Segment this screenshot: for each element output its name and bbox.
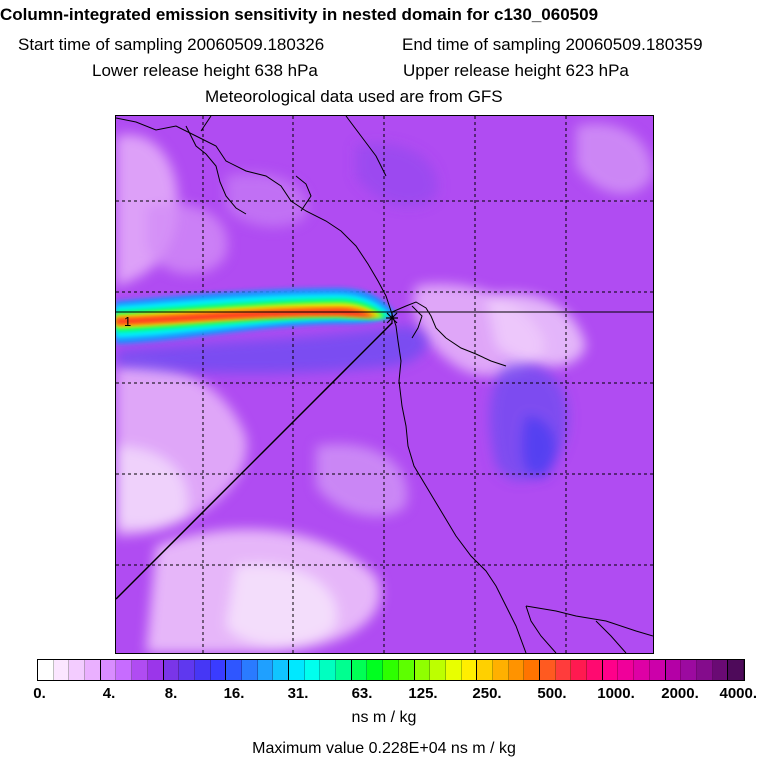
colorbar-segment bbox=[681, 660, 697, 680]
colorbar-segment bbox=[461, 660, 478, 680]
plume bbox=[116, 288, 396, 344]
colorbar-segment bbox=[587, 660, 603, 680]
colorbar-segment bbox=[540, 660, 556, 680]
colorbar-segment bbox=[430, 660, 446, 680]
figure-title: Column-integrated emission sensitivity i… bbox=[0, 5, 599, 24]
plume-marker-label: 1 bbox=[124, 314, 131, 329]
colorbar-segment bbox=[555, 660, 572, 680]
colorbar-segment bbox=[524, 660, 540, 680]
colorbar-segment bbox=[351, 660, 368, 680]
lower-release-label: Lower release height 638 hPa bbox=[92, 61, 318, 80]
colorbar-segment bbox=[492, 660, 509, 680]
colorbar-segment bbox=[445, 660, 462, 680]
colorbar-segment bbox=[477, 660, 493, 680]
coastlines bbox=[116, 116, 653, 653]
colorbar-segment bbox=[85, 660, 101, 680]
colorbar-segment bbox=[712, 660, 729, 680]
colorbar-segment bbox=[241, 660, 258, 680]
colorbar-segment bbox=[257, 660, 274, 680]
colorbar-tick-label: 500. bbox=[537, 685, 567, 702]
colorbar-segment bbox=[696, 660, 713, 680]
colorbar-segment bbox=[634, 660, 650, 680]
colorbar-tick-label: 4000. bbox=[719, 685, 758, 702]
colorbar-segment bbox=[571, 660, 588, 680]
colorbar-segment bbox=[398, 660, 415, 680]
colorbar-segment bbox=[383, 660, 399, 680]
colorbar-segment bbox=[304, 660, 321, 680]
colorbar-segment bbox=[602, 660, 619, 680]
maximum-value-label: Maximum value 0.228E+04 ns m / kg bbox=[252, 740, 516, 757]
colorbar-segment bbox=[69, 660, 86, 680]
colorbar-segment bbox=[226, 660, 242, 680]
sensitivity-map: 1 bbox=[115, 115, 654, 654]
colorbar-segment bbox=[273, 660, 289, 680]
colorbar-segment bbox=[163, 660, 180, 680]
colorbar-segment bbox=[132, 660, 148, 680]
release-point-icon bbox=[386, 312, 398, 324]
colorbar-segment bbox=[508, 660, 525, 680]
colorbar-tick-label: 4. bbox=[102, 685, 116, 702]
low-sensitivity-blue bbox=[116, 143, 568, 481]
colorbar-tick-label: 125. bbox=[408, 685, 438, 702]
colorbar-tick-label: 31. bbox=[287, 685, 309, 702]
colorbar-segment bbox=[618, 660, 635, 680]
colorbar-segment bbox=[100, 660, 117, 680]
colorbar-segment bbox=[210, 660, 227, 680]
colorbar-tick-label: 16. bbox=[223, 685, 245, 702]
colorbar-tick-label: 2000. bbox=[661, 685, 699, 702]
colorbar-segment bbox=[147, 660, 164, 680]
map-canvas: 1 bbox=[116, 116, 653, 653]
colorbar bbox=[37, 659, 745, 681]
trajectory-line bbox=[116, 322, 393, 600]
colorbar-segment bbox=[53, 660, 70, 680]
colorbar-segment bbox=[320, 660, 337, 680]
colorbar-tick-label: 8. bbox=[164, 685, 178, 702]
end-time-label: End time of sampling 20060509.180359 bbox=[402, 35, 703, 54]
colorbar-units: ns m / kg bbox=[351, 709, 417, 726]
colorbar-segment bbox=[367, 660, 384, 680]
colorbar-segment bbox=[649, 660, 666, 680]
colorbar-tick-label: 250. bbox=[472, 685, 502, 702]
upper-release-label: Upper release height 623 hPa bbox=[403, 61, 629, 80]
sensitivity-field bbox=[116, 123, 653, 653]
colorbar-tick-label: 1000. bbox=[597, 685, 635, 702]
colorbar-segment bbox=[289, 660, 305, 680]
start-time-label: Start time of sampling 20060509.180326 bbox=[18, 35, 325, 54]
colorbar-segment bbox=[38, 660, 54, 680]
colorbar-segment bbox=[194, 660, 211, 680]
met-data-label: Meteorological data used are from GFS bbox=[205, 87, 503, 106]
colorbar-segment bbox=[179, 660, 195, 680]
colorbar-segment bbox=[414, 660, 431, 680]
colorbar-segment bbox=[116, 660, 133, 680]
trajectory bbox=[116, 311, 653, 600]
colorbar-segment bbox=[336, 660, 352, 680]
colorbar-tick-label: 0. bbox=[33, 685, 46, 702]
colorbar-tick-label: 63. bbox=[351, 685, 373, 702]
colorbar-segment bbox=[665, 660, 682, 680]
colorbar-segment bbox=[728, 660, 744, 680]
